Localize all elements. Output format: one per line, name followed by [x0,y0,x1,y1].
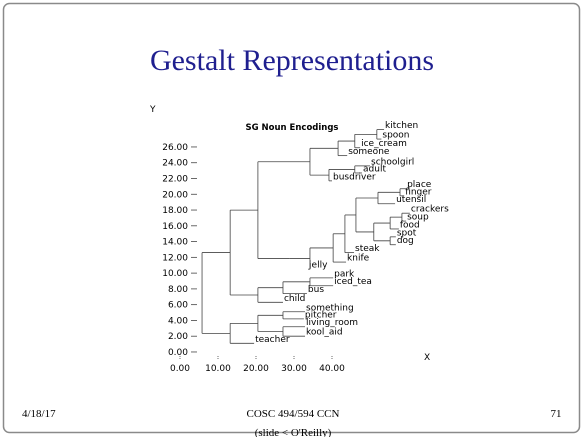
slide-course: COSC 494/594 CCN [247,408,340,420]
y-tick-label: 4.00 [168,316,188,326]
leaf-label: adult [363,164,386,174]
leaf-label: iced_tea [334,277,372,287]
leaf-label: living_room [306,318,358,328]
leaf-label: schoolgirl [371,157,414,167]
x-tick-label: 0.00 [170,364,190,374]
slide-title: Gestalt Representations [150,44,434,77]
leaf-label: child [284,294,305,304]
leaf-label: busdriver [333,172,376,182]
y-tick-label: 20.00 [162,190,188,200]
y-tick-label: 2.00 [168,332,188,342]
leaf-label: knife [347,254,370,264]
leaf-label: spoon [382,131,409,141]
leaf-label: soup [407,213,429,223]
leaf-label: ice_cream [361,139,407,149]
leaf-label: crackers [411,205,449,215]
leaf-label: kool_aid [306,328,343,338]
x-tick-label: 30.00 [281,364,307,374]
leaf-label: kitchen [385,121,418,131]
leaf-label: teacher [255,335,290,345]
slide-credit: (slide < O'Reilly) [255,427,332,437]
y-tick-label: 26.00 [162,143,188,153]
leaf-label: bus [308,285,324,295]
y-tick-label: 22.00 [162,174,188,184]
x-tick-label: 10.00 [205,364,231,374]
leaf-label: place [407,180,432,190]
leaf-label: jelly [308,261,328,271]
chart-title: SG Noun Encodings [245,123,338,133]
y-axis-label: Y [149,105,156,115]
y-tick-label: 14.00 [162,238,188,248]
leaf-label: park [334,269,355,279]
y-tick-label: 6.00 [168,301,188,311]
leaf-label: spot [397,228,417,238]
leaf-label: finger [405,187,432,197]
y-tick-label: 12.00 [162,253,188,263]
y-tick-label: 16.00 [162,222,188,232]
leaf-label: someone [348,147,390,157]
leaf-label: utensil [396,195,426,205]
y-tick-label: 10.00 [162,269,188,279]
x-axis-label: X [424,353,430,363]
y-tick-label: 24.00 [162,159,188,169]
y-tick-label: 0.00 [168,348,188,358]
slide-number: 71 [551,408,562,420]
y-tick-label: 18.00 [162,206,188,216]
leaf-label: food [400,220,420,230]
x-tick-label: 20.00 [243,364,269,374]
leaf-label: dog [397,236,414,246]
x-tick-label: 40.00 [319,364,345,374]
leaf-label: pitcher [305,310,337,320]
y-tick-label: 8.00 [168,285,188,295]
leaf-label: steak [355,244,380,254]
leaf-label: something [306,303,354,313]
slide-date: 4/18/17 [22,408,56,420]
